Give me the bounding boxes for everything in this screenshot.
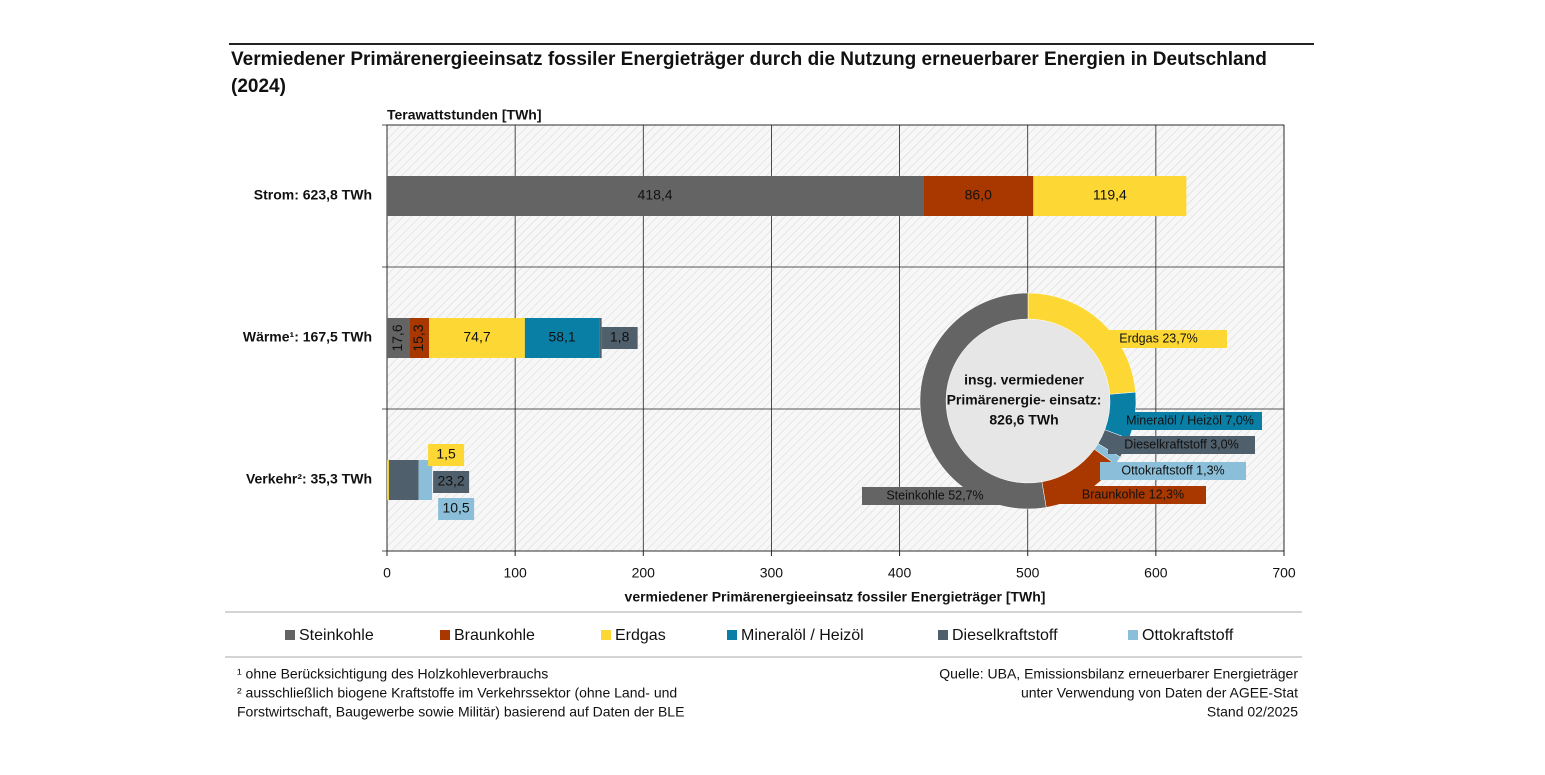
slice-label-box (1100, 462, 1246, 480)
bar-segment (1033, 176, 1187, 216)
center-label: 826,6 TWh (989, 412, 1058, 428)
donut-hole (946, 319, 1110, 483)
label-box (433, 471, 470, 493)
source: Quelle: UBA, Emissionsbilanz erneuerbare… (939, 666, 1298, 682)
category-label: Strom: 623,8 TWh (254, 187, 372, 203)
data-label: 74,7 (463, 329, 490, 345)
bar-segment (388, 460, 419, 500)
legend-swatch (727, 630, 737, 640)
x-tick-label: 700 (1272, 565, 1296, 581)
data-label: 1,8 (610, 329, 630, 345)
legend-swatch (440, 630, 450, 640)
x-tick-label: 600 (1144, 565, 1168, 581)
slice-label-box (1108, 436, 1255, 454)
bar-segment (524, 318, 600, 358)
slice-label-box (1090, 330, 1227, 348)
data-label: 1,5 (436, 446, 456, 462)
x-tick-label: 0 (383, 565, 391, 581)
slice-label: Steinkohle 52,7% (886, 488, 983, 502)
bar-segment (387, 460, 389, 500)
legend-swatch (1128, 630, 1138, 640)
data-label: 58,1 (548, 329, 575, 345)
y-axis-title: Terawattstunden [TWh] (387, 107, 542, 123)
legend-label: Mineralöl / Heizöl (741, 627, 864, 644)
label-box (428, 444, 465, 466)
slice-label-box (1060, 486, 1206, 504)
center-label: insg. vermiedener (964, 372, 1084, 388)
legend-swatch (601, 630, 611, 640)
slice-label: Braunkohle 12,3% (1082, 487, 1184, 501)
x-tick-label: 100 (503, 565, 527, 581)
source: unter Verwendung von Daten der AGEE-Stat (1021, 685, 1298, 701)
bar-segment (409, 318, 430, 358)
legend-label: Erdgas (615, 627, 666, 644)
chart-title: Vermiedener Primärenergieeinsatz fossile… (231, 49, 1267, 97)
label-box (601, 327, 638, 349)
legend-label: Steinkohle (299, 627, 374, 644)
footnote: ¹ ohne Berücksichtigung des Holzkohlever… (237, 666, 548, 682)
slice-label: Mineralöl / Heizöl 7,0% (1126, 413, 1254, 427)
slice-label: Ottokraftstoff 1,3% (1121, 463, 1224, 477)
center-label: Primärenergie- einsatz: (947, 392, 1102, 408)
category-label: Verkehr²: 35,3 TWh (246, 471, 372, 487)
bar-segment (418, 460, 433, 500)
donut-slice (919, 292, 1047, 510)
x-tick-label: 300 (760, 565, 784, 581)
x-tick-label: 200 (632, 565, 656, 581)
bar-segment (923, 176, 1034, 216)
bar-segment (599, 318, 602, 358)
x-tick-label: 400 (888, 565, 912, 581)
data-label: 17,6 (389, 324, 405, 351)
footnote: ² ausschließlich biogene Kraftstoffe im … (237, 685, 677, 701)
x-axis-title: vermiedener Primärenergieeinsatz fossile… (625, 589, 1046, 605)
legend-label: Dieselkraftstoff (952, 627, 1058, 644)
slice-label: Dieselkraftstoff 3,0% (1124, 437, 1238, 451)
bar-segment (387, 176, 924, 216)
title-box: Vermiedener Primärenergieeinsatz fossile… (231, 49, 1267, 97)
legend-swatch (285, 630, 295, 640)
source: Stand 02/2025 (1207, 704, 1298, 720)
data-label: 418,4 (638, 187, 673, 203)
slice-label-box (862, 487, 1008, 505)
slice-label-box (1118, 412, 1262, 430)
slice-label: Erdgas 23,7% (1119, 331, 1198, 345)
legend-label: Ottokraftstoff (1142, 627, 1234, 644)
legend-label: Braunkohle (454, 627, 535, 644)
data-label: 15,3 (410, 324, 426, 351)
x-tick-label: 500 (1016, 565, 1040, 581)
data-label: 23,2 (437, 473, 464, 489)
legend-swatch (938, 630, 948, 640)
data-label: 10,5 (442, 500, 469, 516)
label-box (438, 498, 475, 520)
footnote: Forstwirtschaft, Baugewerbe sowie Militä… (237, 704, 684, 720)
bar-segment (429, 318, 525, 358)
data-label: 86,0 (965, 187, 992, 203)
category-label: Wärme¹: 167,5 TWh (243, 329, 372, 345)
bar-segment (387, 318, 410, 358)
data-label: 119,4 (1093, 187, 1127, 203)
